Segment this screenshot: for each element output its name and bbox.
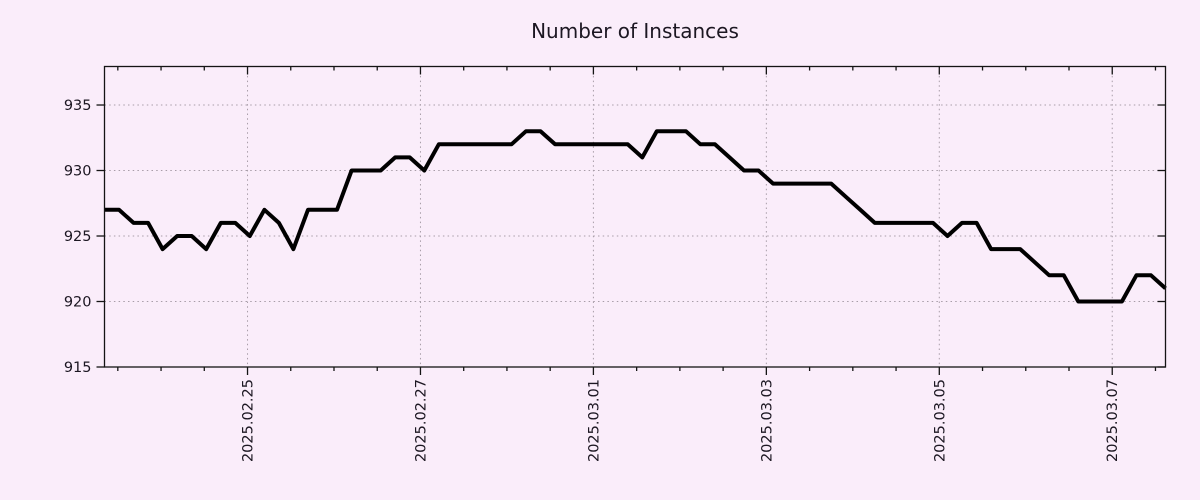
chart-title: Number of Instances bbox=[531, 19, 739, 43]
x-tick-label: 2025.02.25 bbox=[241, 379, 257, 462]
axis-ticks bbox=[96, 66, 1166, 375]
x-tick-label: 2025.03.07 bbox=[1105, 379, 1121, 462]
plot-border bbox=[103, 65, 1167, 368]
y-tick-label: 935 bbox=[64, 98, 92, 114]
x-tick-label: 2025.03.03 bbox=[759, 379, 775, 462]
x-tick-label: 2025.03.05 bbox=[932, 379, 948, 462]
y-tick-label: 920 bbox=[64, 295, 92, 311]
y-tick-label: 915 bbox=[64, 360, 92, 376]
y-tick-label: 930 bbox=[64, 164, 92, 180]
data-series bbox=[104, 129, 1167, 304]
x-tick-label: 2025.03.01 bbox=[586, 379, 602, 462]
axis-labels: 915 920 925 930 935 2025.02.25 2025.02.27 2025.… bbox=[64, 98, 1121, 462]
y-tick-label: 925 bbox=[64, 229, 92, 245]
x-tick-label: 2025.02.27 bbox=[413, 379, 429, 462]
gridlines bbox=[104, 66, 1166, 367]
data-line-instances bbox=[104, 129, 1167, 304]
